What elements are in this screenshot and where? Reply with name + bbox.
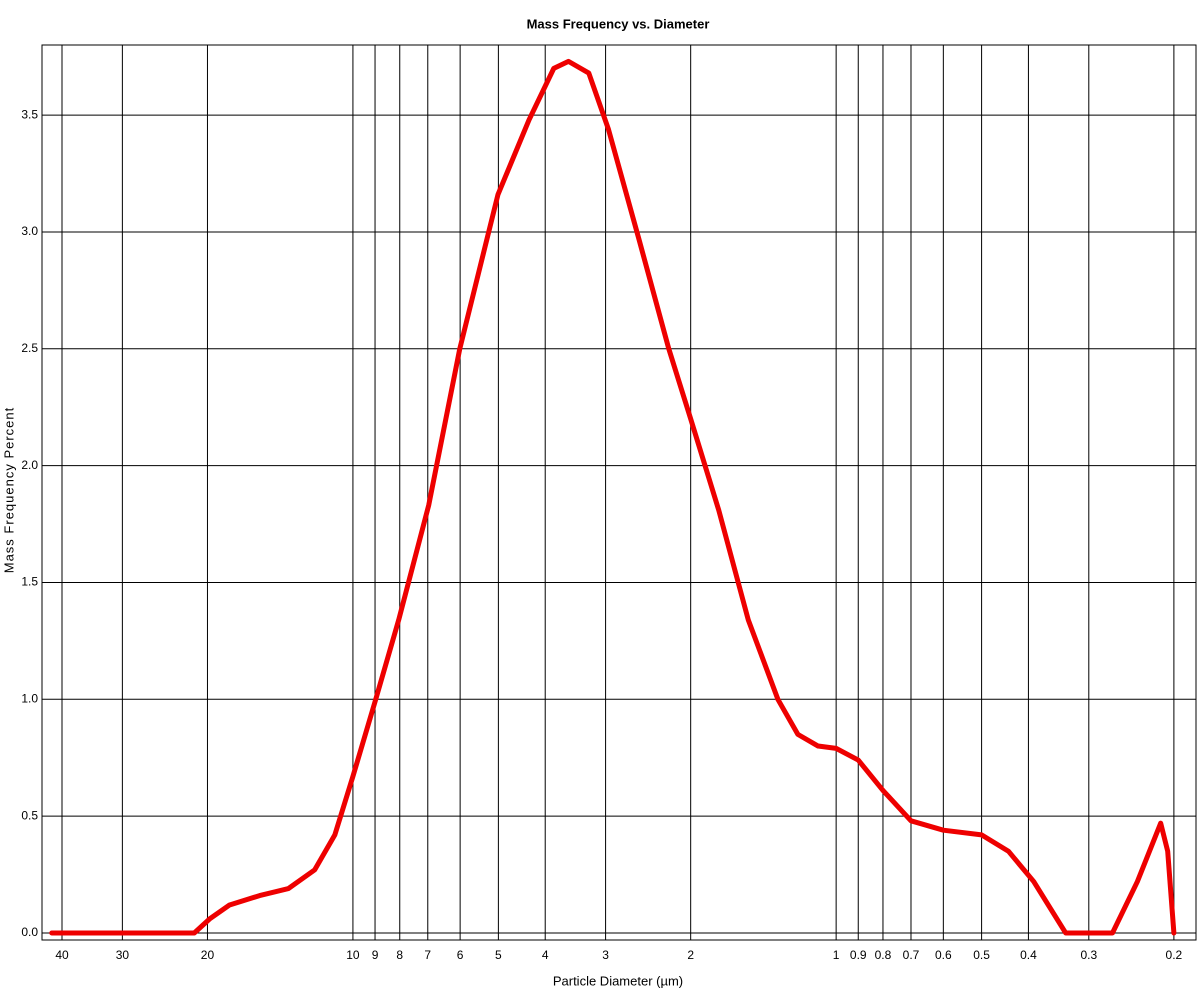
data-line xyxy=(49,58,1177,936)
x-tick-label: 40 xyxy=(55,948,69,962)
x-tick-label: 20 xyxy=(201,948,215,962)
x-tick-label: 0.2 xyxy=(1166,948,1183,962)
y-tick-label: 2.0 xyxy=(21,458,38,472)
x-tick-label: 1 xyxy=(833,948,840,962)
x-tick-label: 0.3 xyxy=(1080,948,1097,962)
y-tick-label: 0.5 xyxy=(21,808,38,822)
x-tick-label: 0.5 xyxy=(973,948,990,962)
x-tick-label: 0.7 xyxy=(903,948,920,962)
x-tick-label: 0.9 xyxy=(850,948,867,962)
y-tick-label: 3.5 xyxy=(21,107,38,121)
x-tick-label: 3 xyxy=(602,948,609,962)
x-tick-label: 0.6 xyxy=(935,948,952,962)
y-axis-label: Mass Frequency Percent xyxy=(1,407,16,574)
x-tick-label: 7 xyxy=(424,948,431,962)
x-tick-label: 2 xyxy=(687,948,694,962)
y-tick-label: 1.5 xyxy=(21,575,38,589)
y-tick-label: 2.5 xyxy=(21,341,38,355)
x-tick-label: 10 xyxy=(346,948,360,962)
x-tick-label: 4 xyxy=(542,948,549,962)
y-tick-label: 1.0 xyxy=(21,691,38,705)
y-tick-label: 0.0 xyxy=(21,925,38,939)
x-tick-label: 30 xyxy=(116,948,130,962)
x-tick-label: 5 xyxy=(495,948,502,962)
x-tick-label: 0.8 xyxy=(875,948,892,962)
plot-frame xyxy=(41,44,1197,941)
x-tick-label: 9 xyxy=(372,948,379,962)
x-axis-label: Particle Diameter (µm) xyxy=(553,973,683,988)
x-tick-label: 8 xyxy=(396,948,403,962)
y-tick-label: 3.0 xyxy=(21,224,38,238)
x-tick-label: 6 xyxy=(457,948,464,962)
x-tick-label: 0.4 xyxy=(1020,948,1037,962)
chart-title: Mass Frequency vs. Diameter xyxy=(527,16,710,31)
